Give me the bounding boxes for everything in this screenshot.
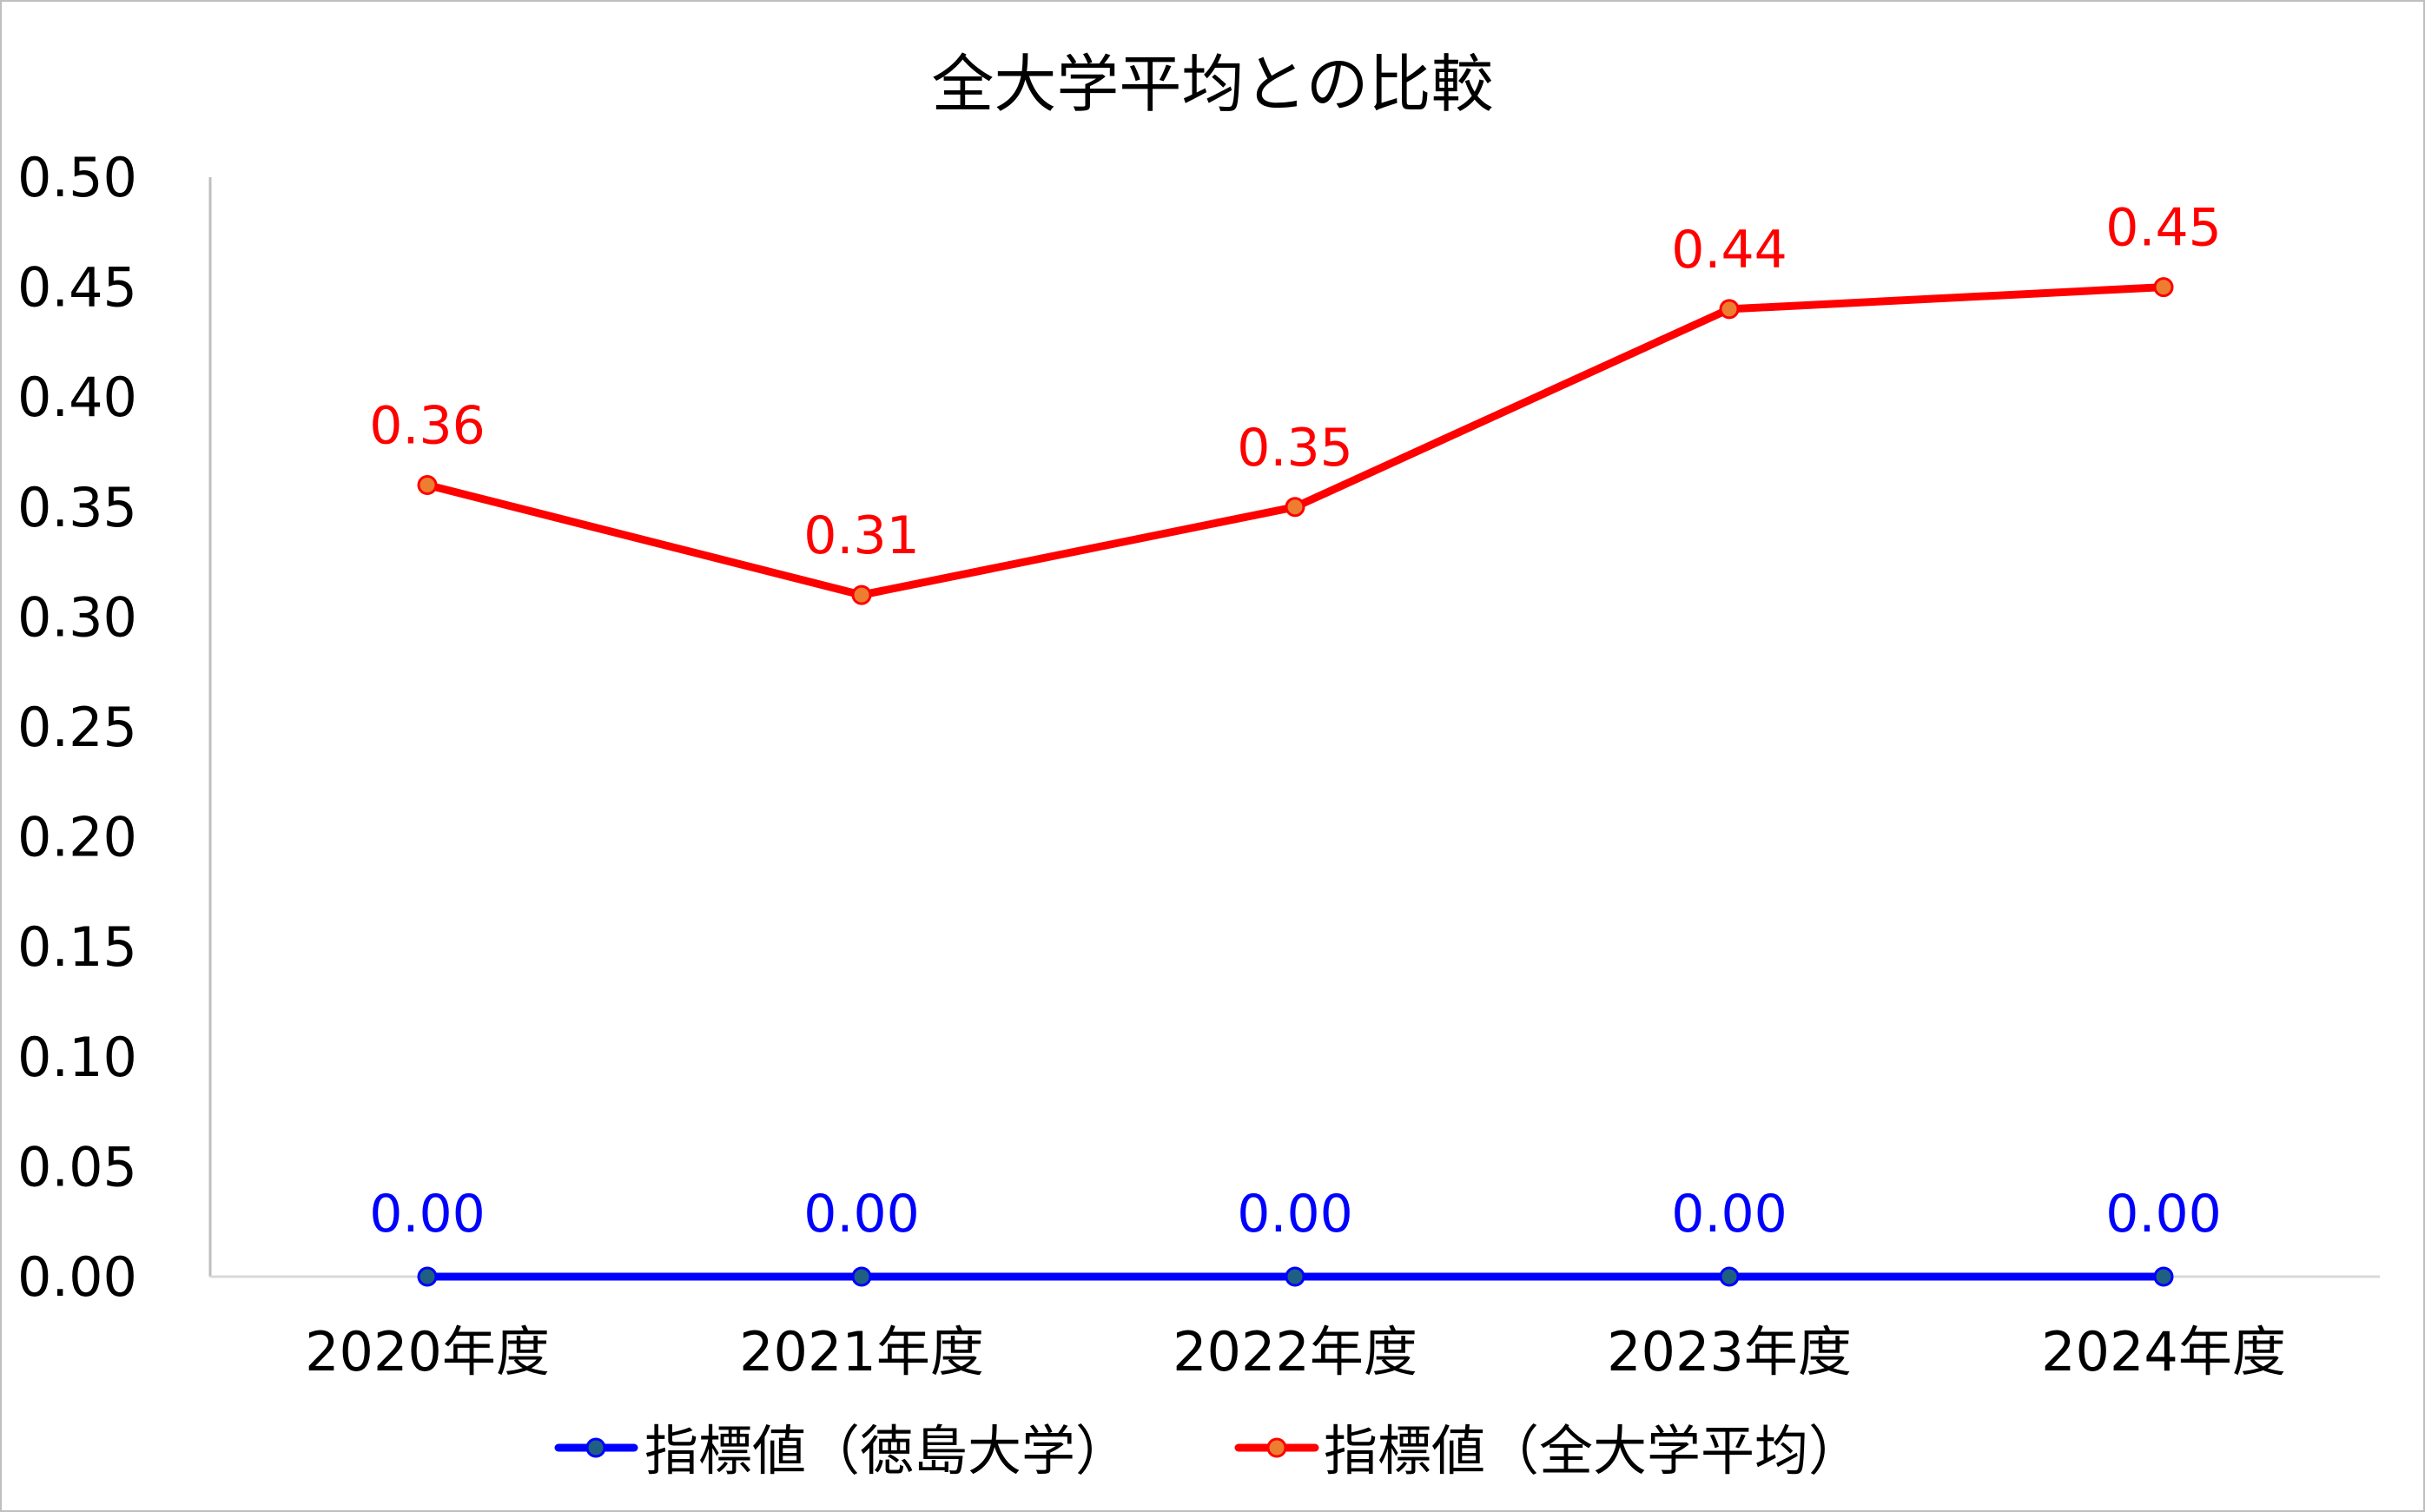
series-all-university-average: 0.36 0.31 0.35 0.44 0.45: [369, 198, 2222, 605]
y-tick-label: 0.25: [17, 696, 137, 759]
x-tick-label: 2022年度: [1173, 1320, 1417, 1383]
y-tick-label: 0.05: [17, 1135, 137, 1198]
data-label: 0.31: [803, 505, 920, 566]
x-tick-label: 2023年度: [1607, 1320, 1852, 1383]
data-label: 0.00: [2105, 1184, 2222, 1245]
y-tick-label: 0.35: [17, 476, 137, 539]
legend-label-all-average: 指標値（全大学平均）: [1324, 1419, 1862, 1482]
data-label: 0.00: [1237, 1184, 1353, 1245]
legend-item-all-average[interactable]: 指標値（全大学平均）: [1234, 1419, 1862, 1482]
legend-marker-blue-icon: [585, 1437, 606, 1458]
y-tick-label: 0.10: [17, 1026, 137, 1089]
legend-item-tokushima[interactable]: 指標値（徳島大学）: [554, 1419, 1129, 1482]
data-point-marker[interactable]: [1285, 497, 1305, 518]
data-point-marker[interactable]: [417, 1266, 438, 1287]
series-tokushima: 0.00 0.00 0.00 0.00 0.00: [369, 1184, 2222, 1287]
legend: 指標値（徳島大学） 指標値（全大学平均）: [554, 1419, 1862, 1482]
y-tick-label: 0.00: [17, 1245, 137, 1309]
data-point-marker[interactable]: [2153, 277, 2174, 298]
data-label: 0.44: [1671, 220, 1787, 281]
x-tick-label: 2021年度: [739, 1320, 984, 1383]
data-label: 0.35: [1237, 418, 1353, 479]
legend-label-tokushima: 指標値（徳島大学）: [644, 1419, 1129, 1482]
data-label: 0.45: [2105, 198, 2222, 259]
data-point-marker[interactable]: [851, 584, 872, 605]
data-point-marker[interactable]: [417, 474, 438, 495]
data-point-marker[interactable]: [1719, 299, 1740, 320]
data-point-marker[interactable]: [1719, 1266, 1740, 1287]
y-tick-label: 0.20: [17, 806, 137, 869]
y-tick-label: 0.45: [17, 256, 137, 320]
y-tick-label: 0.40: [17, 366, 137, 429]
data-point-marker[interactable]: [851, 1266, 872, 1287]
legend-marker-red-icon: [1266, 1437, 1287, 1458]
x-tick-label: 2020年度: [305, 1320, 550, 1383]
y-tick-label: 0.15: [17, 915, 137, 979]
chart-title: 全大学平均との比較: [931, 48, 1493, 121]
data-label: 0.00: [803, 1184, 920, 1245]
x-tick-label: 2024年度: [2041, 1320, 2286, 1383]
y-tick-label: 0.30: [17, 585, 137, 649]
x-axis-tick-labels: 2020年度 2021年度 2022年度 2023年度 2024年度: [305, 1320, 2286, 1383]
y-tick-label: 0.50: [17, 146, 137, 209]
data-point-marker[interactable]: [2153, 1266, 2174, 1287]
data-label: 0.00: [1671, 1184, 1787, 1245]
data-point-marker[interactable]: [1285, 1266, 1305, 1287]
data-label: 0.36: [369, 395, 486, 456]
data-label: 0.00: [369, 1184, 486, 1245]
y-axis-tick-labels: 0.00 0.05 0.10 0.15 0.20 0.25 0.30 0.35 0.40 0.45…: [17, 146, 137, 1309]
